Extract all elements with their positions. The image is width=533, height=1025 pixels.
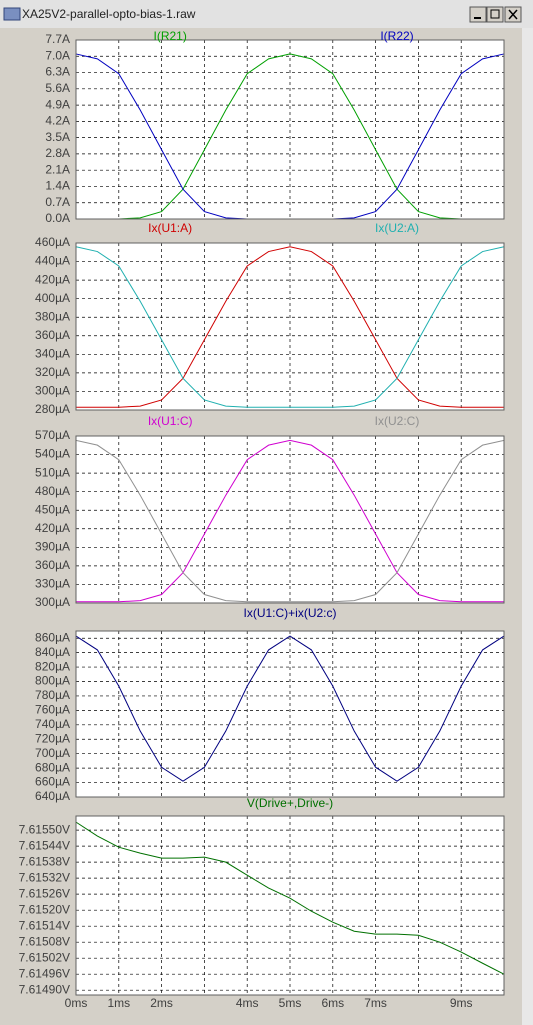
y-tick-label: 460µA <box>35 235 70 249</box>
y-tick-label: 800µA <box>35 674 70 688</box>
y-tick-label: 7.61526V <box>19 886 70 900</box>
window-title: XA25V2-parallel-opto-bias-1.raw <box>22 7 196 21</box>
plot-area <box>76 40 504 219</box>
y-tick-label: 700µA <box>35 746 70 760</box>
y-tick-label: 7.61550V <box>19 822 70 836</box>
series-line <box>76 53 504 220</box>
y-tick-label: 450µA <box>35 502 70 516</box>
y-tick-label: 480µA <box>35 484 70 498</box>
y-tick-label: 420µA <box>35 521 70 535</box>
y-tick-label: 820µA <box>35 659 70 673</box>
y-tick-label: 510µA <box>35 465 70 479</box>
y-tick-label: 440µA <box>35 254 70 268</box>
y-tick-label: 330µA <box>35 577 70 591</box>
y-tick-label: 570µA <box>35 428 70 442</box>
x-tick-label: 6ms <box>321 996 344 1010</box>
x-tick-label: 2ms <box>150 996 173 1010</box>
y-tick-label: 400µA <box>35 291 70 305</box>
plot-border <box>75 630 505 798</box>
series-line <box>75 821 505 975</box>
plot-border <box>75 242 505 411</box>
maximize-glyph <box>490 9 500 19</box>
y-tick-label: 300µA <box>35 595 70 609</box>
plot-border <box>75 435 505 604</box>
y-tick-label: 7.61532V <box>19 870 70 884</box>
y-tick-label: 2.1A <box>45 162 70 176</box>
y-tick-label: 7.61490V <box>19 982 70 996</box>
legend-entry: V(Drive+,Drive-) <box>247 796 333 810</box>
legend-entry: I(R22) <box>380 29 413 43</box>
y-tick-label: 740µA <box>35 717 70 731</box>
y-tick-label: 7.61508V <box>19 934 70 948</box>
y-tick-label: 320µA <box>35 365 70 379</box>
legend-entry: Ix(U1:C)+ix(U2:c) <box>243 606 336 620</box>
y-tick-label: 4.2A <box>45 114 70 128</box>
y-tick-label: 0.0A <box>45 211 70 225</box>
series-line <box>76 246 504 408</box>
legend-entry: Ix(U1:C) <box>148 414 193 428</box>
plot-border <box>75 815 505 996</box>
y-tick-label: 1.4A <box>45 179 70 193</box>
x-tick-label: 5ms <box>279 996 302 1010</box>
y-tick-label: 840µA <box>35 645 70 659</box>
y-tick-label: 360µA <box>35 558 70 572</box>
y-tick-label: 760µA <box>35 703 70 717</box>
y-tick-label: 660µA <box>35 775 70 789</box>
y-tick-label: 640µA <box>35 789 70 803</box>
x-tick-label: 9ms <box>450 996 473 1010</box>
y-tick-label: 860µA <box>35 630 70 644</box>
y-tick-label: 7.0A <box>45 48 70 62</box>
y-tick-label: 360µA <box>35 328 70 342</box>
legend-entry: Ix(U1:A) <box>148 221 192 235</box>
series-line <box>76 439 504 603</box>
y-tick-label: 780µA <box>35 688 70 702</box>
x-tick-label: 1ms <box>107 996 130 1010</box>
y-tick-label: 3.5A <box>45 130 70 144</box>
y-tick-label: 6.3A <box>45 65 70 79</box>
plot-border <box>75 39 505 220</box>
window-icon <box>3 7 21 21</box>
legend-entry: Ix(U2:C) <box>375 414 420 428</box>
y-tick-label: 2.8A <box>45 146 70 160</box>
title-bar <box>0 0 533 28</box>
y-tick-label: 380µA <box>35 309 70 323</box>
y-tick-label: 5.6A <box>45 81 70 95</box>
legend-entry: Ix(U2:A) <box>375 221 419 235</box>
y-tick-label: 7.61502V <box>19 950 70 964</box>
y-tick-label: 420µA <box>35 272 70 286</box>
y-tick-label: 7.61496V <box>19 966 70 980</box>
legend-entry: I(R21) <box>153 29 186 43</box>
side-strip <box>522 28 533 1025</box>
x-tick-label: 0ms <box>65 996 88 1010</box>
series-line <box>75 246 505 408</box>
y-tick-label: 7.61544V <box>19 838 70 852</box>
y-tick-label: 7.7A <box>45 32 70 46</box>
minimize-button[interactable] <box>469 6 487 23</box>
y-tick-label: 340µA <box>35 347 70 361</box>
y-tick-label: 680µA <box>35 760 70 774</box>
y-tick-label: 0.7A <box>45 195 70 209</box>
y-tick-label: 7.61538V <box>19 854 70 868</box>
y-tick-label: 7.61514V <box>19 918 70 932</box>
y-tick-label: 280µA <box>35 402 70 416</box>
y-tick-label: 4.9A <box>45 97 70 111</box>
series-line <box>75 635 505 782</box>
y-tick-label: 540µA <box>35 447 70 461</box>
x-tick-label: 7ms <box>364 996 387 1010</box>
y-tick-label: 720µA <box>35 731 70 745</box>
x-tick-label: 4ms <box>236 996 259 1010</box>
series-line <box>75 439 505 603</box>
y-tick-label: 390µA <box>35 540 70 554</box>
y-tick-label: 300µA <box>35 384 70 398</box>
close-glyph <box>508 9 518 20</box>
maximize-button[interactable] <box>486 6 504 23</box>
y-tick-label: 7.61520V <box>19 902 70 916</box>
